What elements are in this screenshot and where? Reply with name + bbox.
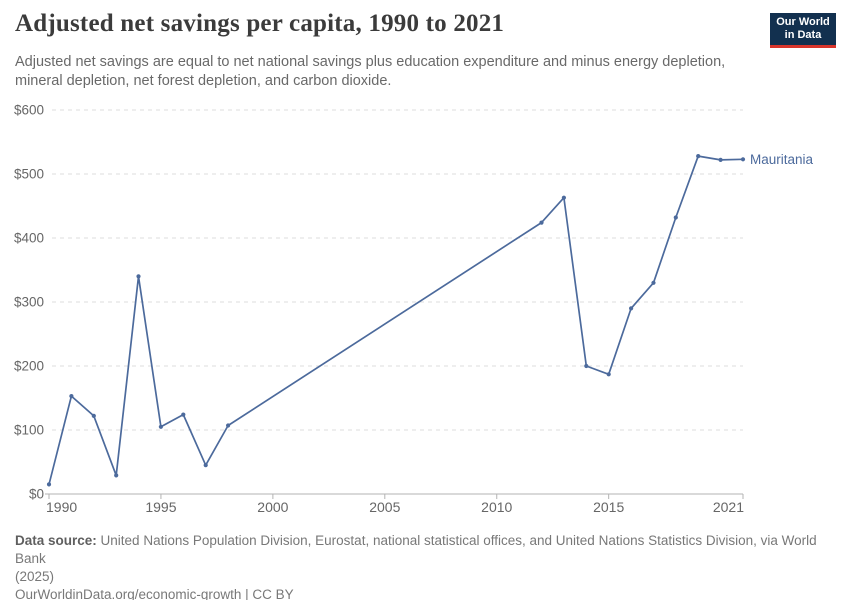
x-tick-label: 2015 <box>593 499 624 515</box>
chart-subtitle: Adjusted net savings are equal to net na… <box>15 53 775 91</box>
data-point-1995[interactable] <box>158 424 163 429</box>
x-tick-label: 2005 <box>369 499 400 515</box>
data-point-1990[interactable] <box>46 482 52 487</box>
data-point-2017[interactable] <box>651 280 656 285</box>
data-point-1996[interactable] <box>181 412 186 417</box>
x-tick-label: 2021 <box>713 499 744 515</box>
data-point-2019[interactable] <box>696 154 701 159</box>
series-line[interactable] <box>48 155 744 486</box>
citation-link[interactable]: OurWorldinData.org/economic-growth | CC … <box>15 587 294 600</box>
data-source-line: Data source: United Nations Population D… <box>15 532 835 586</box>
data-source-label: Data source: <box>15 533 97 548</box>
data-point-1991[interactable] <box>69 394 74 399</box>
data-point-2021[interactable] <box>740 157 746 162</box>
data-point-1994[interactable] <box>136 274 141 279</box>
chart-subtitle-line: mineral depletion, net forest depletion,… <box>15 73 392 89</box>
data-point-1998[interactable] <box>226 423 231 428</box>
y-tick-label: $0 <box>29 487 44 502</box>
chart-footer: Data source: United Nations Population D… <box>15 532 835 600</box>
series-label[interactable]: Mauritania <box>750 152 814 167</box>
x-tick-label: 1995 <box>145 499 176 515</box>
data-point-2012[interactable] <box>539 220 544 225</box>
y-tick-label: $400 <box>14 231 44 246</box>
owid-logo-text: in Data <box>784 29 822 41</box>
y-tick-label: $300 <box>14 295 44 310</box>
y-tick-label: $600 <box>14 103 44 118</box>
data-point-1997[interactable] <box>203 463 208 468</box>
x-tick-label: 2010 <box>481 499 512 515</box>
data-source-text: United Nations Population Division, Euro… <box>15 533 817 566</box>
x-tick-label: 2000 <box>257 499 288 515</box>
chart-subtitle-line: Adjusted net savings are equal to net na… <box>15 54 726 70</box>
data-point-2020[interactable] <box>718 157 723 162</box>
owid-logo[interactable]: Our World in Data <box>770 13 836 48</box>
y-tick-label: $500 <box>14 167 44 182</box>
y-tick-label: $200 <box>14 359 44 374</box>
data-source-text-wrap: (2025) <box>15 569 55 584</box>
page-title: Adjusted net savings per capita, 1990 to… <box>15 10 505 37</box>
owid-logo-text: Our World <box>776 16 830 28</box>
data-point-2016[interactable] <box>629 306 634 311</box>
data-point-2015[interactable] <box>606 372 611 377</box>
data-point-2014[interactable] <box>584 363 589 369</box>
x-tick-label: 1990 <box>46 499 77 515</box>
y-tick-label: $100 <box>14 423 44 438</box>
data-point-1992[interactable] <box>91 413 96 418</box>
data-point-1993[interactable] <box>114 473 119 478</box>
data-point-2018[interactable] <box>673 215 678 220</box>
data-point-2013[interactable] <box>561 195 567 200</box>
